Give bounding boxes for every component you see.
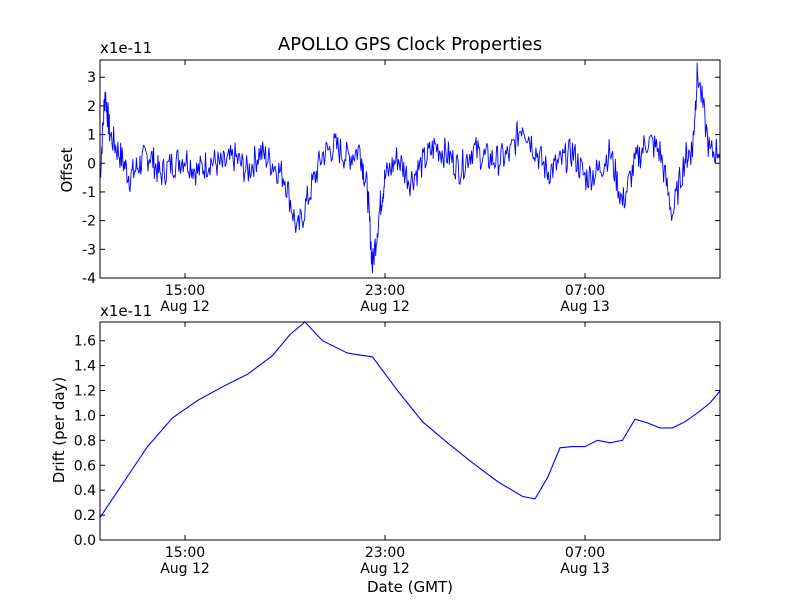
drift-series [99,321,721,518]
drift-ytick-label: 0.0 [74,533,96,549]
drift-ytick-label: 0.4 [74,483,96,499]
drift-xtick-date: Aug 13 [560,561,610,577]
offset-ytick-label: 0 [87,156,96,172]
drift-ytick-label: 1.2 [74,384,96,400]
offset-line [99,62,721,273]
drift-x-label: Date (GMT) [367,578,453,596]
offset-ytick-label: -2 [82,214,96,230]
drift-xtick-time: 07:00 [565,545,605,561]
drift-ytick-label: 0.6 [74,458,96,474]
offset-ytick-label: 2 [87,99,96,115]
drift-ytick-label: 0.8 [74,433,96,449]
offset-ytick-label: -3 [82,242,96,258]
drift-scale-label: x1e-11 [100,302,152,320]
drift-plot-frame [99,321,721,541]
drift-xtick-date: Aug 12 [360,561,410,577]
offset-y-label: Offset [58,147,76,192]
offset-series [99,62,721,273]
offset-scale-label: x1e-11 [100,39,152,57]
drift-ytick-label: 1.0 [74,408,96,424]
offset-chart: APOLLO GPS Clock Properties x1e-11 Offse… [58,34,721,315]
offset-xtick-time: 07:00 [565,283,605,299]
offset-ytick-label: -1 [82,185,96,201]
drift-xtick-time: 15:00 [165,545,205,561]
offset-xtick-time: 15:00 [165,283,205,299]
drift-chart: x1e-11 Drift (per day) Date (GMT) 0.0 0.2… [50,302,721,596]
offset-xtick-time: 23:00 [365,283,405,299]
drift-y-label: Drift (per day) [50,377,68,484]
drift-ytick-label: 1.6 [74,334,96,350]
chart-title: APOLLO GPS Clock Properties [278,34,542,55]
drift-ytick-label: 0.2 [74,508,96,524]
offset-xtick-date: Aug 12 [160,299,210,315]
offset-xtick-date: Aug 12 [360,299,410,315]
offset-ytick-label: -4 [82,271,96,287]
offset-plot-frame [99,59,721,279]
offset-ytick-label: 3 [87,70,96,86]
drift-xtick-date: Aug 12 [160,561,210,577]
drift-xtick-time: 23:00 [365,545,405,561]
offset-xtick-date: Aug 13 [560,299,610,315]
drift-line [99,321,721,518]
drift-ytick-label: 1.4 [74,359,96,375]
offset-ytick-label: 1 [87,128,96,144]
